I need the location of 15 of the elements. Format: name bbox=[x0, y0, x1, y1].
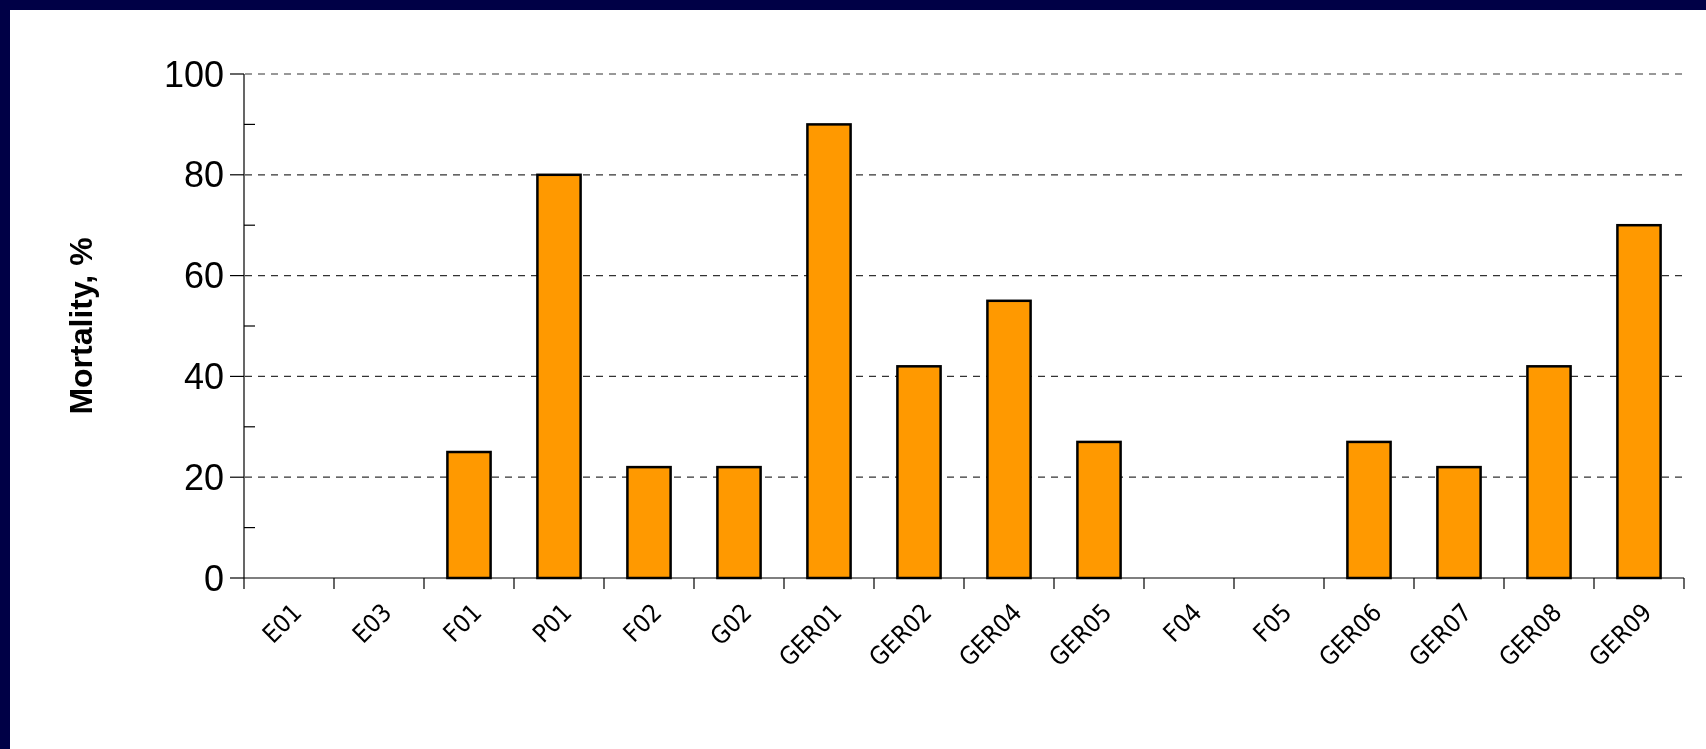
y-axis-title: Mortality, % bbox=[63, 237, 99, 415]
y-tick-label: 80 bbox=[183, 154, 224, 196]
x-tick-label: G02 bbox=[704, 597, 758, 651]
x-tick-label: E03 bbox=[346, 597, 398, 649]
y-tick-label: 40 bbox=[183, 356, 224, 397]
x-tick-label: F04 bbox=[1157, 597, 1208, 648]
x-tick-label: F01 bbox=[437, 597, 488, 648]
x-tick-label: F05 bbox=[1247, 597, 1298, 648]
y-tick-label: 100 bbox=[163, 53, 224, 95]
x-tick-label: E01 bbox=[256, 597, 308, 649]
x-tick-label: P01 bbox=[527, 597, 578, 649]
x-tick-label: F02 bbox=[617, 597, 668, 648]
y-tick-label: 60 bbox=[183, 255, 224, 297]
y-tick-label: 20 bbox=[183, 456, 224, 498]
y-tick-label: 0 bbox=[203, 557, 224, 599]
